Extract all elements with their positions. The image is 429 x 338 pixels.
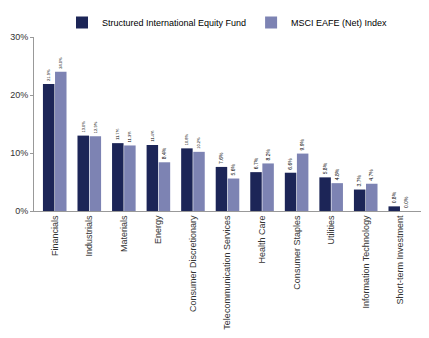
svg-text:Energy: Energy (153, 215, 163, 244)
svg-text:Industrials: Industrials (84, 215, 94, 257)
svg-text:20%: 20% (10, 90, 28, 100)
svg-text:Information Technology: Information Technology (361, 215, 371, 308)
svg-text:11.4%: 11.4% (150, 130, 155, 142)
svg-text:21.9%: 21.9% (46, 69, 51, 81)
svg-text:3.7%: 3.7% (356, 175, 362, 187)
svg-text:10.8%: 10.8% (184, 133, 189, 145)
svg-text:0.0%: 0.0% (403, 196, 409, 208)
svg-text:24.0%: 24.0% (58, 57, 63, 69)
svg-text:6.7%: 6.7% (253, 157, 259, 169)
svg-text:5.8%: 5.8% (322, 162, 328, 174)
svg-text:8.2%: 8.2% (265, 148, 271, 160)
svg-text:8.4%: 8.4% (161, 147, 167, 159)
svg-text:6.6%: 6.6% (287, 158, 293, 170)
svg-text:4.7%: 4.7% (368, 169, 374, 181)
svg-text:Utilities: Utilities (326, 215, 336, 245)
svg-text:11.3%: 11.3% (127, 131, 132, 143)
svg-text:30%: 30% (10, 32, 28, 42)
svg-text:Consumer Discretionary: Consumer Discretionary (188, 215, 198, 312)
svg-text:MSCI EAFE (Net) Index: MSCI EAFE (Net) Index (291, 18, 387, 28)
svg-text:7.6%: 7.6% (218, 152, 224, 164)
svg-text:9.9%: 9.9% (299, 139, 305, 151)
svg-text:13.0%: 13.0% (81, 121, 86, 133)
svg-text:12.9%: 12.9% (93, 121, 98, 133)
svg-text:0%: 0% (15, 206, 28, 216)
svg-text:Structured International Equit: Structured International Equity Fund (102, 18, 246, 28)
svg-text:10%: 10% (10, 148, 28, 158)
svg-text:Financials: Financials (50, 215, 60, 256)
svg-text:5.6%: 5.6% (230, 164, 236, 176)
svg-text:11.7%: 11.7% (115, 128, 120, 140)
svg-text:Short-term Investment: Short-term Investment (395, 215, 405, 305)
svg-text:Consumer Staples: Consumer Staples (292, 215, 302, 290)
svg-text:0.8%: 0.8% (391, 191, 397, 203)
svg-text:10.2%: 10.2% (196, 137, 201, 149)
svg-text:Materials: Materials (119, 215, 129, 252)
svg-text:Health Care: Health Care (257, 216, 267, 264)
svg-text:4.8%: 4.8% (334, 168, 340, 180)
svg-text:Telecommunication Services: Telecommunication Services (222, 215, 232, 330)
